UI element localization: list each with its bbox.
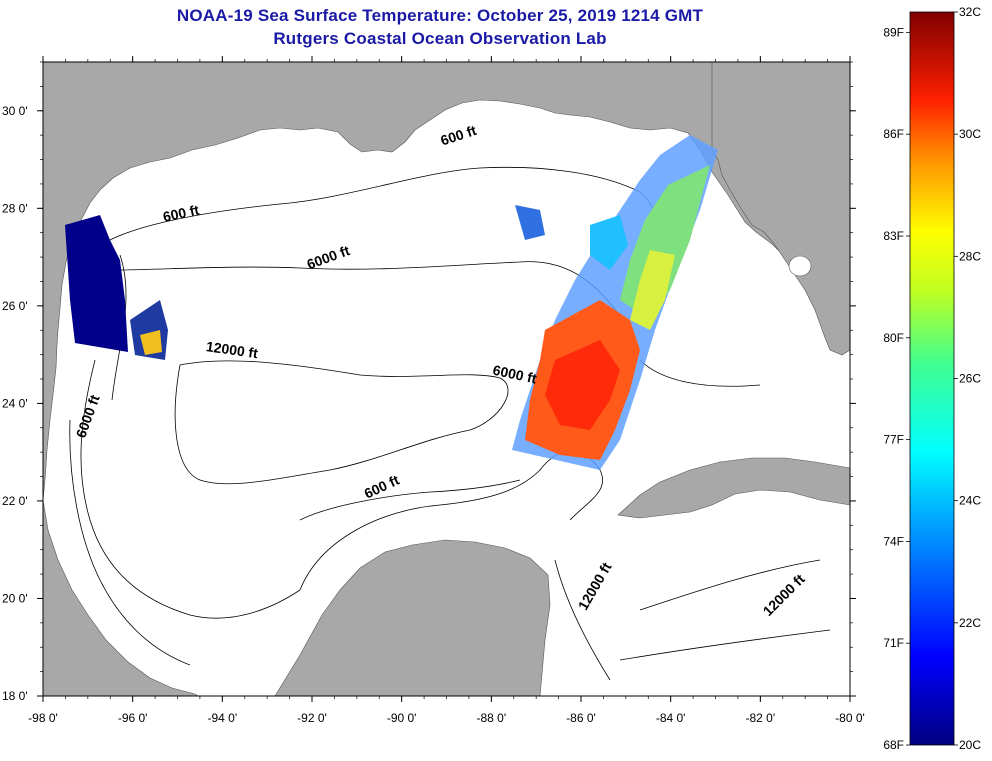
x-tick-label: -86 0': [566, 711, 596, 725]
sst-swath: [65, 135, 718, 470]
x-tick-label: -84 0': [656, 711, 686, 725]
land-yucatan: [274, 539, 551, 696]
fahrenheit-label: 74F: [883, 534, 904, 548]
y-tick-label: 26 0': [2, 299, 28, 313]
celsius-label: 30C: [959, 127, 981, 141]
celsius-label: 22C: [959, 616, 981, 630]
celsius-label: 24C: [959, 494, 981, 508]
celsius-label: 26C: [959, 372, 981, 386]
lake-okeechobee: [788, 255, 812, 277]
fahrenheit-label: 71F: [883, 636, 904, 650]
map-subtitle: Rutgers Coastal Ocean Observation Lab: [273, 29, 607, 48]
land-florida: [711, 62, 850, 356]
y-tick-label: 22 0': [2, 494, 28, 508]
x-tick-label: -90 0': [387, 711, 417, 725]
y-tick-label: 28 0': [2, 201, 28, 215]
x-tick-label: -94 0': [208, 711, 238, 725]
x-tick-label: -98 0': [28, 711, 58, 725]
x-tick-label: -82 0': [746, 711, 776, 725]
x-tick-label: -88 0': [477, 711, 507, 725]
celsius-label: 32C: [959, 5, 981, 19]
fahrenheit-label: 86F: [883, 127, 904, 141]
fahrenheit-label: 83F: [883, 229, 904, 243]
contour-label: 12000 ft: [205, 338, 259, 361]
temperature-colorbar: [909, 11, 955, 746]
y-tick-label: 30 0': [2, 104, 28, 118]
celsius-label: 28C: [959, 249, 981, 263]
x-tick-label: -96 0': [118, 711, 148, 725]
map-title: NOAA-19 Sea Surface Temperature: October…: [176, 6, 704, 25]
fahrenheit-label: 89F: [883, 25, 904, 39]
x-tick-label: -92 0': [297, 711, 327, 725]
celsius-label: 20C: [959, 738, 981, 752]
land-mexico-west: [43, 499, 199, 696]
fahrenheit-label: 77F: [883, 433, 904, 447]
y-tick-label: 18 0': [2, 689, 28, 703]
land-cuba: [617, 457, 850, 519]
fahrenheit-label: 68F: [883, 738, 904, 752]
contour-label: 600 ft: [161, 201, 200, 224]
colorbar-labels: 32C 30C 28C 26C 24C 22C 20C 89F 86F 83F 80F 77F 74F 7…: [883, 5, 981, 752]
fahrenheit-label: 80F: [883, 331, 904, 345]
y-tick-label: 24 0': [2, 396, 28, 410]
y-axis: 30 0' 28 0' 26 0' 24 0' 22 0' 20 0' 18 0': [2, 61, 856, 703]
y-tick-label: 20 0': [2, 591, 28, 605]
x-axis: -98 0' -96 0' -94 0' -92 0' -90 0' -88 0' -86 …: [28, 56, 865, 725]
x-tick-label: -80 0': [835, 711, 865, 725]
